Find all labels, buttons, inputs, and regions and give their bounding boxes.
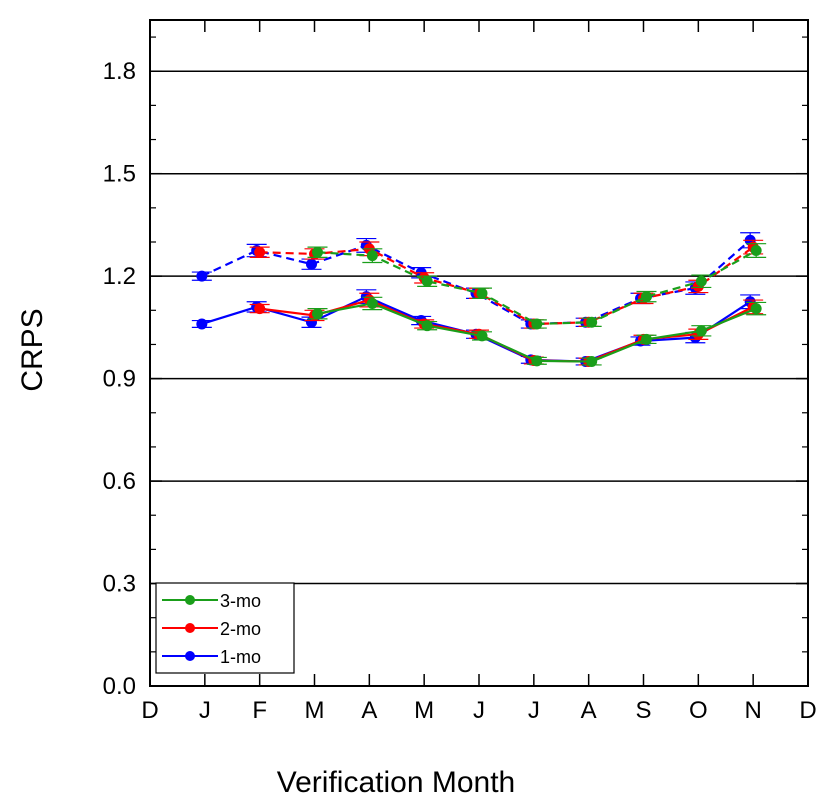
x-tick-label: J <box>473 697 485 724</box>
y-tick-label: 0.9 <box>103 366 136 393</box>
x-axis-title: Verification Month <box>277 766 515 799</box>
x-tick-label: N <box>744 697 761 724</box>
data-point <box>312 246 323 258</box>
y-axis-title: CRPS <box>16 308 49 391</box>
legend-label: 2-mo <box>220 619 261 639</box>
series-line <box>259 246 754 326</box>
x-tick-label: J <box>199 697 211 724</box>
x-tick-label: O <box>689 697 708 724</box>
x-tick-label: A <box>581 697 597 724</box>
data-point <box>750 245 762 257</box>
data-point <box>421 320 433 332</box>
data-point <box>421 275 433 287</box>
x-tick-label: D <box>799 697 816 724</box>
legend-marker <box>185 623 195 633</box>
x-tick-label: A <box>361 697 377 724</box>
legend-marker <box>185 595 195 605</box>
series-solid-3-mo <box>307 296 767 368</box>
x-tick-label: M <box>305 697 325 724</box>
data-point <box>641 333 652 345</box>
series-line <box>201 239 751 326</box>
legend-label: 3-mo <box>220 591 261 611</box>
data-point <box>254 246 266 258</box>
x-tick-label: M <box>414 697 434 724</box>
legend-label: 1-mo <box>220 647 261 667</box>
data-point <box>306 258 317 270</box>
series-layer <box>191 232 767 368</box>
y-tick-labels: 0.0 0.3 0.6 0.9 1.2 1.5 1.8 <box>103 58 136 700</box>
data-point <box>366 297 378 309</box>
x-tick-label: F <box>252 697 267 724</box>
x-tick-label: J <box>528 697 540 724</box>
y-tick-label: 0.6 <box>103 468 136 495</box>
data-point <box>695 325 707 337</box>
data-point <box>476 287 488 299</box>
data-point <box>254 303 266 315</box>
x-tick-label: D <box>141 697 158 724</box>
data-point <box>531 318 543 330</box>
data-point <box>531 355 543 367</box>
data-point <box>750 303 762 315</box>
data-point <box>196 318 208 330</box>
y-tick-label: 0.0 <box>103 673 136 700</box>
axis-ticks <box>149 20 809 687</box>
data-point <box>366 250 378 262</box>
y-tick-label: 1.2 <box>103 263 136 290</box>
data-point <box>641 291 652 303</box>
data-point <box>695 275 707 287</box>
legend-marker <box>185 651 195 661</box>
legend: 3-mo 2-mo 1-mo <box>155 582 295 674</box>
data-point <box>586 316 598 328</box>
x-tick-label: S <box>635 697 651 724</box>
data-point <box>312 308 323 320</box>
y-tick-label: 1.5 <box>103 161 136 188</box>
y-tick-label: 0.3 <box>103 571 136 598</box>
data-point <box>196 270 208 282</box>
series-dashed-3-mo <box>307 243 767 330</box>
y-tick-label: 1.8 <box>103 58 136 85</box>
data-point <box>476 330 488 342</box>
data-point <box>586 356 598 368</box>
